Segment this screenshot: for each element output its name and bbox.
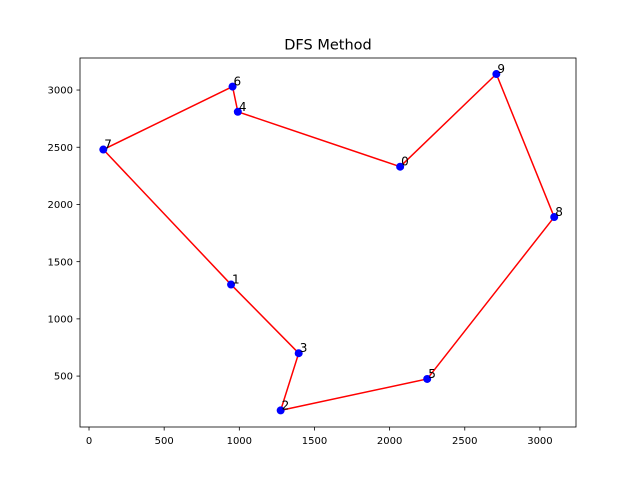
point-label-0: 0 (401, 155, 409, 169)
data-points (99, 70, 559, 415)
data-point-4 (233, 107, 242, 116)
y-tick-label-2500: 2500 (48, 143, 73, 154)
data-point-6 (228, 82, 237, 91)
point-label-9: 9 (497, 62, 505, 76)
axes-frame (79, 57, 577, 428)
y-tick-label-500: 500 (54, 372, 73, 383)
point-label-6: 6 (234, 75, 242, 89)
chart-title: DFS Method (284, 38, 371, 54)
x-tick-label-2500: 2500 (452, 436, 477, 447)
point-label-8: 8 (555, 205, 563, 219)
data-point-9 (492, 70, 501, 79)
data-point-1 (227, 280, 236, 289)
y-tick-label-3000: 3000 (48, 86, 73, 97)
route-lines (102, 73, 555, 412)
x-tick-label-1500: 1500 (302, 436, 327, 447)
y-tick-label-1500: 1500 (48, 257, 73, 268)
point-label-5: 5 (428, 367, 436, 381)
y-tick-label-1000: 1000 (48, 314, 73, 325)
point-label-2: 2 (282, 398, 290, 412)
route-line (102, 73, 555, 412)
data-point-5 (423, 374, 432, 383)
data-point-0 (396, 162, 405, 171)
x-tick-label-500: 500 (155, 436, 174, 447)
x-tick-label-1000: 1000 (227, 436, 252, 447)
data-point-3 (294, 349, 303, 358)
point-label-3: 3 (300, 341, 308, 355)
data-point-2 (276, 406, 285, 415)
x-tick-label-2000: 2000 (377, 436, 402, 447)
data-point-7 (99, 145, 108, 154)
data-point-8 (550, 213, 559, 222)
point-label-1: 1 (232, 273, 240, 287)
x-tick-label-3000: 3000 (527, 436, 552, 447)
y-tick-label-2000: 2000 (48, 200, 73, 211)
point-label-4: 4 (239, 100, 247, 114)
point-label-7: 7 (104, 138, 112, 152)
x-tick-label-0: 0 (86, 436, 92, 447)
point-labels: 0 1 2 3 4 5 6 7 8 9 (104, 62, 563, 412)
axes: 0 500 1000 1500 2000 2500 3000 500 1000 1500 2000 2… (48, 57, 577, 447)
